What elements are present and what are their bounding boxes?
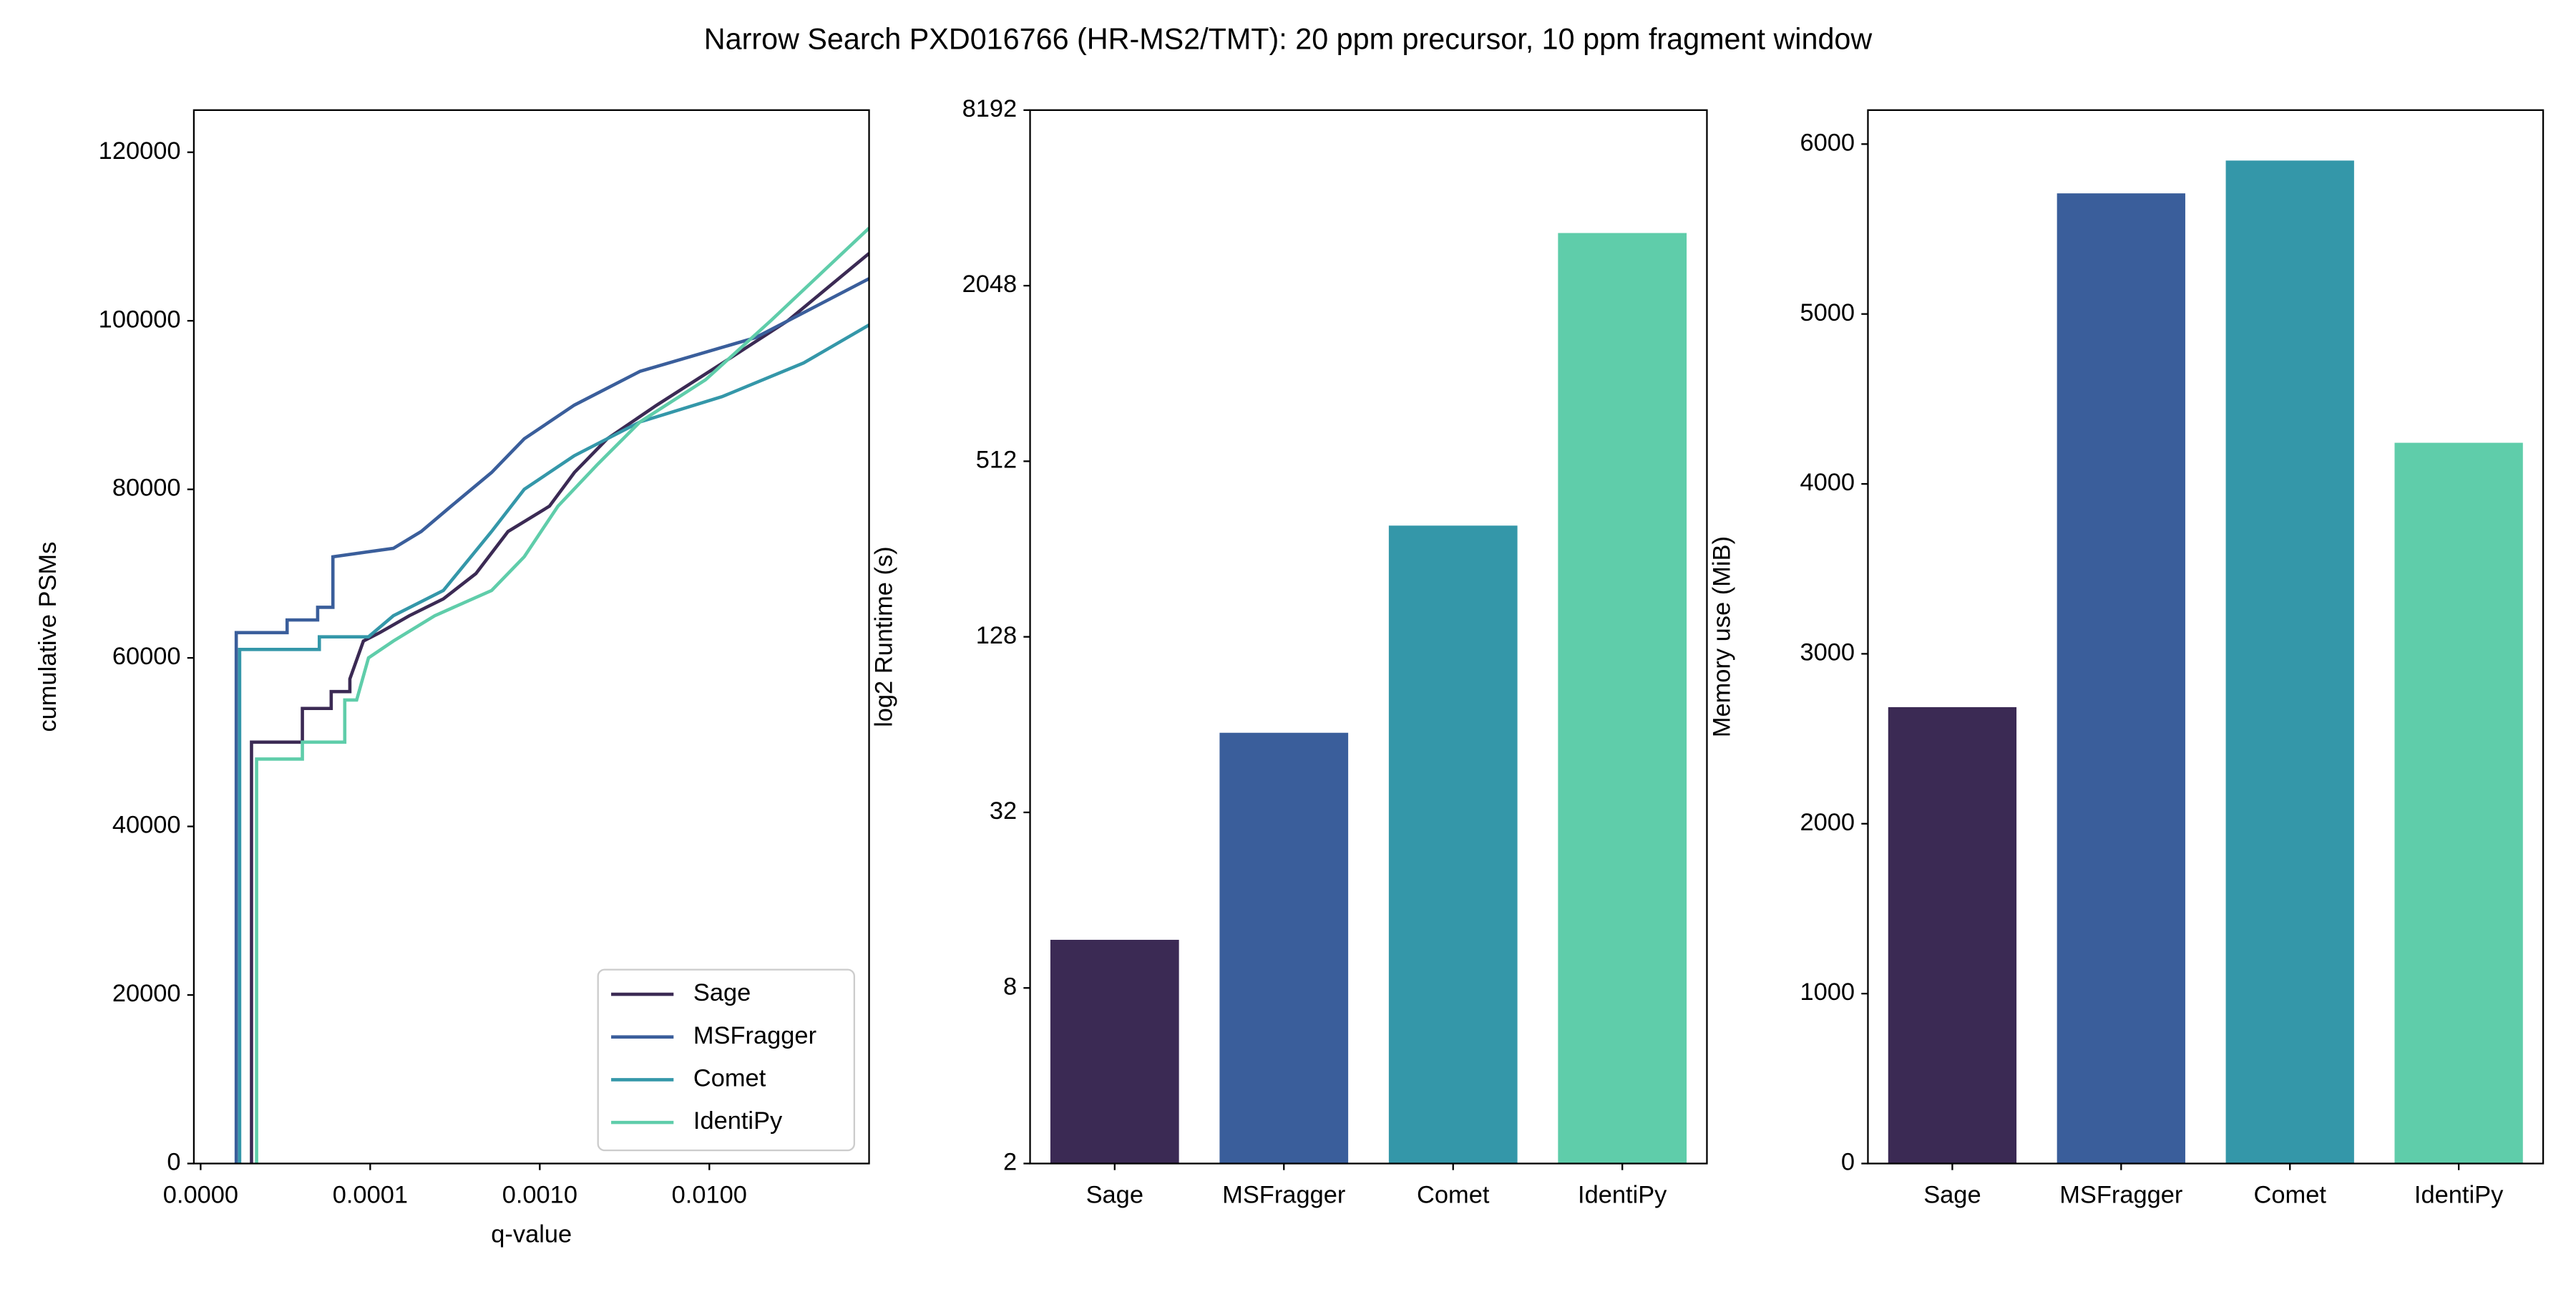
x-tick-label: 0.0000 xyxy=(163,1182,238,1209)
x-tick-label: MSFragger xyxy=(1222,1182,1345,1209)
bar xyxy=(2225,160,2354,1164)
y-tick-label: 2 xyxy=(1003,1149,1017,1176)
x-tick-label: 0.0001 xyxy=(333,1182,408,1209)
y-tick-label: 0 xyxy=(1841,1149,1855,1176)
bar xyxy=(2057,193,2185,1164)
y-tick-label: 2000 xyxy=(1800,809,1855,836)
plot-frame xyxy=(1029,109,1708,1165)
legend-label: Sage xyxy=(693,979,751,1006)
y-tick-label: 128 xyxy=(976,622,1017,649)
series-line xyxy=(234,277,869,1164)
y-tick-label: 20000 xyxy=(112,980,181,1007)
x-tick-label: Sage xyxy=(1086,1182,1143,1209)
series-line xyxy=(238,324,869,1164)
legend-label: MSFragger xyxy=(693,1022,816,1049)
x-tick-label: IdentiPy xyxy=(2414,1182,2504,1209)
x-tick-label: Comet xyxy=(2254,1182,2327,1209)
y-tick-label: 512 xyxy=(976,446,1017,473)
y-tick-label: 6000 xyxy=(1800,129,1855,156)
y-tick-label: 8 xyxy=(1003,973,1017,1000)
y-tick-label: 120000 xyxy=(99,137,181,165)
legend-label: IdentiPy xyxy=(693,1107,783,1135)
x-axis-label: q-value xyxy=(491,1221,572,1248)
x-tick-label: Sage xyxy=(1923,1182,1981,1209)
y-tick-label: 2048 xyxy=(962,271,1018,298)
y-tick-label: 0 xyxy=(167,1149,180,1176)
x-tick-label: 0.0010 xyxy=(502,1182,577,1209)
bar xyxy=(1219,732,1349,1164)
y-tick-label: 3000 xyxy=(1800,638,1855,666)
x-tick-label: 0.0100 xyxy=(672,1182,747,1209)
y-tick-label: 80000 xyxy=(112,475,181,502)
y-axis-label: cumulative PSMs xyxy=(34,542,62,732)
y-tick-label: 4000 xyxy=(1800,469,1855,496)
legend-box xyxy=(597,968,856,1152)
plot-frame xyxy=(1867,109,2545,1165)
y-tick-label: 8192 xyxy=(962,95,1018,122)
figure-title: Narrow Search PXD016766 (HR-MS2/TMT): 20… xyxy=(704,22,1873,55)
y-tick-label: 5000 xyxy=(1800,299,1855,326)
plot-frame xyxy=(192,109,870,1165)
x-tick-label: MSFragger xyxy=(2059,1182,2182,1209)
bar xyxy=(2394,442,2523,1164)
y-tick-label: 100000 xyxy=(99,306,181,333)
x-tick-label: Comet xyxy=(1417,1182,1490,1209)
x-tick-label: IdentiPy xyxy=(1578,1182,1667,1209)
y-axis-label: log2 Runtime (s) xyxy=(871,546,898,727)
y-tick-label: 60000 xyxy=(112,643,181,670)
legend-label: Comet xyxy=(693,1065,766,1092)
y-tick-label: 32 xyxy=(990,797,1017,825)
y-axis-label: Memory use (MiB) xyxy=(1709,536,1736,737)
bar xyxy=(1050,939,1179,1164)
bar xyxy=(1888,706,2017,1164)
bar xyxy=(1558,233,1687,1164)
series-line xyxy=(250,252,869,1164)
series-line xyxy=(255,226,869,1164)
y-tick-label: 40000 xyxy=(112,812,181,839)
y-tick-label: 1000 xyxy=(1800,978,1855,1006)
bar xyxy=(1388,525,1518,1164)
